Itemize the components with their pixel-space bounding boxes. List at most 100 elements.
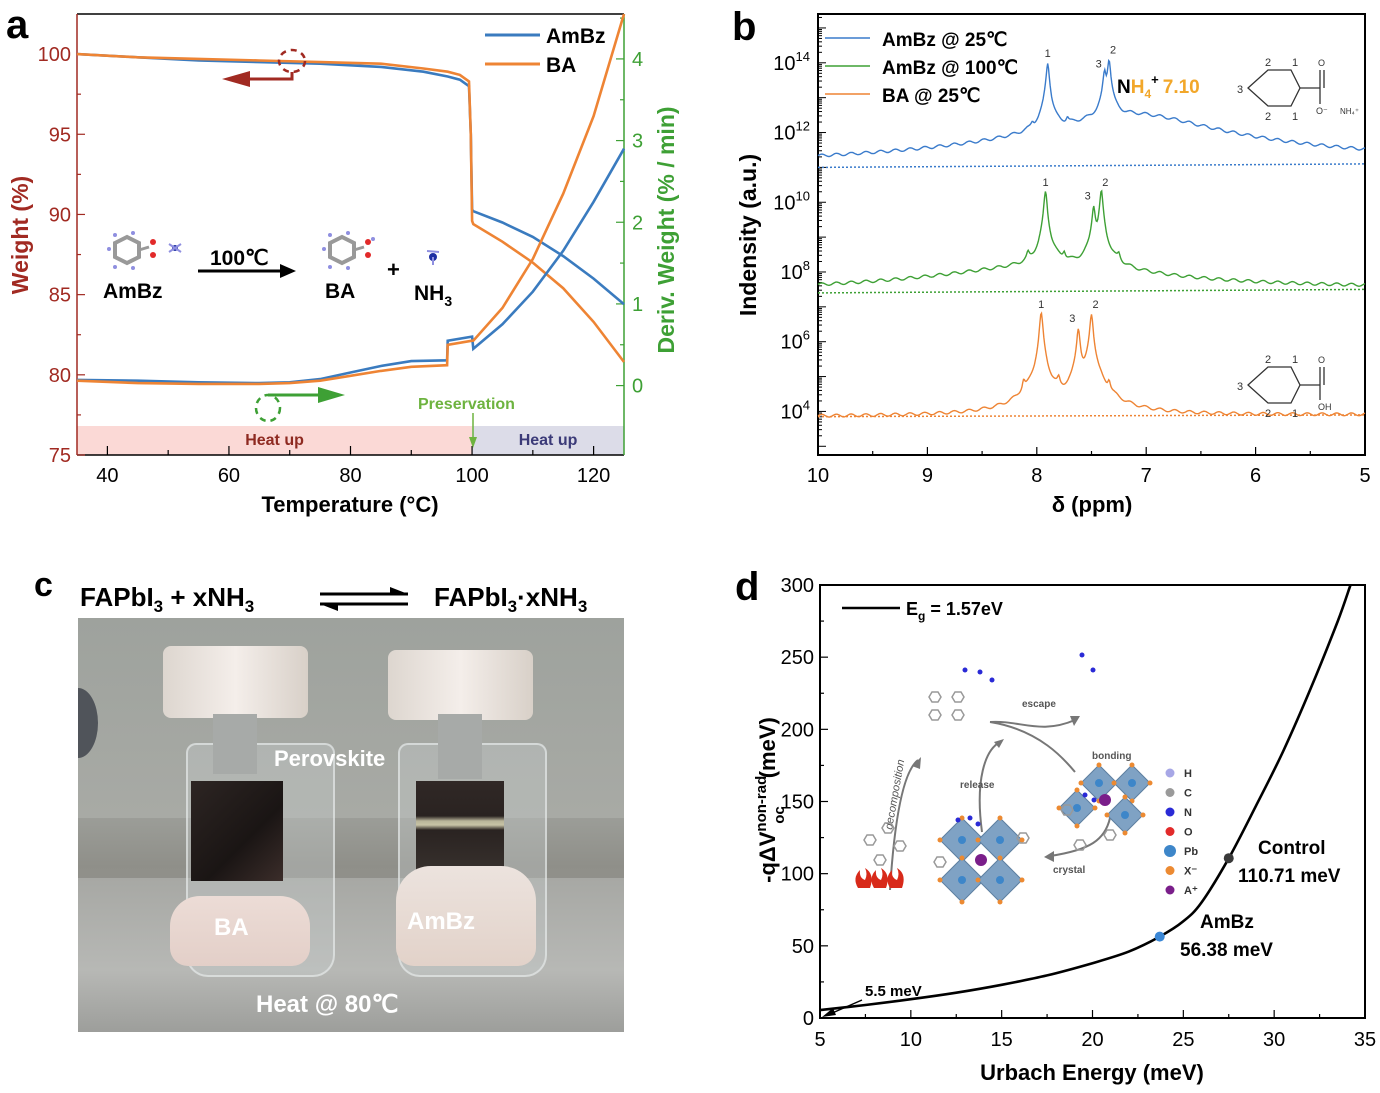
start-annotation: 5.5 meV [865,983,922,1000]
spectrum-ambz---25- [817,58,1366,158]
benzoate-molecule-8 [1016,832,1030,844]
baseline-2 [817,414,1366,418]
arrow-left-shaft [248,72,294,81]
benzoate-molecule-11 [1073,839,1087,851]
halide-atom-7-2 [1074,823,1080,829]
halide-atom-2-0 [997,815,1003,821]
ammonia-molecule-4 [1090,667,1096,673]
halide-atom-3-2 [959,899,965,905]
x-axis-label-b: δ (ppm) [1052,492,1133,517]
x-tick-label-d: 25 [1172,1029,1194,1051]
x-tick-label-a: 120 [577,465,610,487]
pb-atom-3 [958,876,966,884]
perovskite-film-right [416,781,504,881]
vials-photo: Perovskite BA AmBz Heat @ 80℃ [78,618,624,1032]
halide-atom-8-1 [1140,812,1146,818]
benzoate-molecule-3 [951,709,965,721]
legend-label-ambz: AmBz [546,25,606,48]
y2-tick-label-a: 0 [632,376,643,398]
x-tick-label-b: 9 [922,465,933,487]
halide-atom-5-0 [1096,762,1102,768]
legend-label-ambz-25: AmBz @ 25℃ [882,30,1007,51]
substrate-right-clip [438,714,482,779]
ammonia-molecule-7 [975,821,981,827]
y-tick-label-a: 100 [38,44,71,66]
atom-legend-dot-5 [1165,866,1175,875]
benzoate-molecule-9 [933,856,947,868]
vial-left-cap [163,646,308,718]
atom-legend-label-5: X⁻ [1184,866,1197,878]
equation-right: FAPbI3·xNH3 [434,582,588,617]
ammonia-molecule-2 [989,677,995,683]
y-tick-label-b: 1010 [773,188,810,214]
right-axis-indicator [254,387,345,423]
halide-atom-7-1 [1092,805,1098,811]
panel-letter-d: d [735,565,759,609]
benzoate-molecule-0 [928,691,942,703]
svg-text:O⁻: O⁻ [1316,106,1328,116]
ba-powder [170,896,310,966]
svg-text:2: 2 [1265,57,1271,69]
peak-label-1: 1 [1042,177,1048,189]
peak-label-1: 1 [1038,299,1044,311]
plus-sign: + [387,257,400,282]
bonding-label: bonding [1092,751,1131,762]
ba-molecule-icon [322,231,375,270]
crystal-label: crystal [1053,865,1085,876]
y2-tick-label-a: 1 [632,294,643,316]
halide-atom-1-3 [937,837,943,843]
decomposition-label: decomposition [883,759,907,831]
svg-text:O: O [1318,58,1325,68]
point-control [1223,853,1234,864]
substrate-left-clip [213,714,257,774]
svg-text:1: 1 [1292,57,1298,69]
dashed-circle-weight [277,48,307,74]
atom-legend-label-4: Pb [1184,846,1198,858]
panel-letter-c: c [34,566,53,604]
x-tick-label-d: 35 [1354,1029,1376,1051]
escape-label: escape [1022,699,1056,710]
perovskite-label: Perovskite [274,746,386,771]
halide-atom-6-1 [1147,780,1153,786]
product2-label: NH3 [414,282,452,309]
baseline-0 [817,163,1366,169]
point-ambz [1154,931,1165,942]
ambz-vial-label: AmBz [407,908,476,935]
halide-atom-8-0 [1122,794,1128,800]
y-tick-label-a: 75 [49,445,71,467]
a-cation-2 [1099,794,1111,806]
reactant-label: AmBz [103,280,163,303]
y-tick-label-a: 95 [49,124,71,146]
heat-band-0 [77,426,473,455]
benzoate-molecule-7 [873,854,887,866]
mechanism-inset: decomposition escape bonding release cry… [855,652,1198,905]
x-tick-label-a: 60 [218,465,240,487]
benzoate-molecule-2 [928,709,942,721]
svg-text:3: 3 [1237,381,1243,393]
legend-label-ba-25: BA @ 25℃ [882,86,980,107]
atom-legend-label-2: N [1184,807,1192,819]
peak-label-1: 1 [1045,48,1051,60]
left-axis-indicator [222,48,307,87]
plot-frame-b [817,13,1366,456]
x-tick-label-d: 15 [991,1029,1013,1051]
panel-d-voc-chart: d 5 10 15 20 25 30 35 0 50 100 150 200 250 300 Eg = 1… [735,565,1376,1085]
preservation-label: Preservation [418,396,515,413]
benzoate-molecule-4 [863,834,877,846]
atom-legend-dot-4 [1164,845,1176,857]
a-cation-1 [975,854,987,866]
halide-atom-2-3 [975,837,981,843]
benzoic-acid-labels: 2 1 3 2 1 O OH [1237,354,1332,420]
heat-band-1 [472,426,624,455]
ambz-value: 56.38 meV [1180,940,1273,961]
heat-band-label-1: Heat up [519,432,578,449]
svg-text:2: 2 [1265,408,1271,420]
baseline-1 [817,288,1366,294]
pb-atom-6 [1128,779,1136,787]
flame-icons [855,868,904,888]
x-tick-label-b: 7 [1141,465,1152,487]
y-tick-label-b: 1014 [773,49,810,75]
y2-tick-label-a: 2 [632,212,643,234]
y-tick-label-d: 150 [781,792,814,814]
x-tick-label-b: 8 [1031,465,1042,487]
